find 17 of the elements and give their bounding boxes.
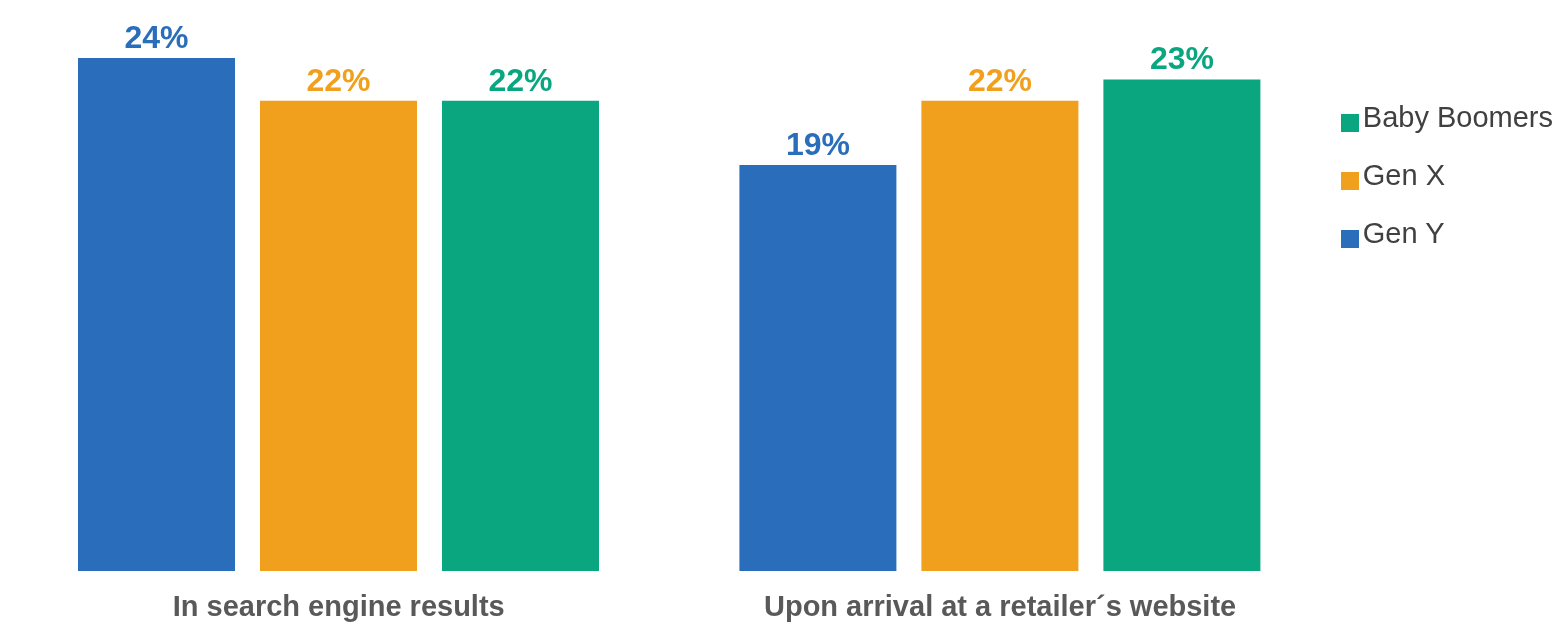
data-label: 22% — [488, 61, 553, 98]
bar — [442, 100, 599, 571]
legend-label: Gen Y — [1362, 217, 1445, 249]
data-label: 23% — [1149, 40, 1214, 77]
bar — [1103, 79, 1261, 571]
x-tick-label: In search engine results — [172, 589, 505, 622]
x-tick-label: Upon arrival at a retailer´s website — [763, 589, 1237, 622]
data-label: 22% — [306, 61, 371, 98]
bar — [739, 164, 897, 571]
legend-label: Gen X — [1362, 159, 1446, 191]
bar — [921, 100, 1079, 571]
data-label: 22% — [967, 61, 1032, 98]
bar — [260, 100, 417, 571]
data-label: 24% — [124, 19, 189, 55]
bar — [78, 58, 235, 571]
legend-label: Baby Boomers — [1362, 101, 1553, 133]
data-label: 19% — [785, 125, 850, 162]
